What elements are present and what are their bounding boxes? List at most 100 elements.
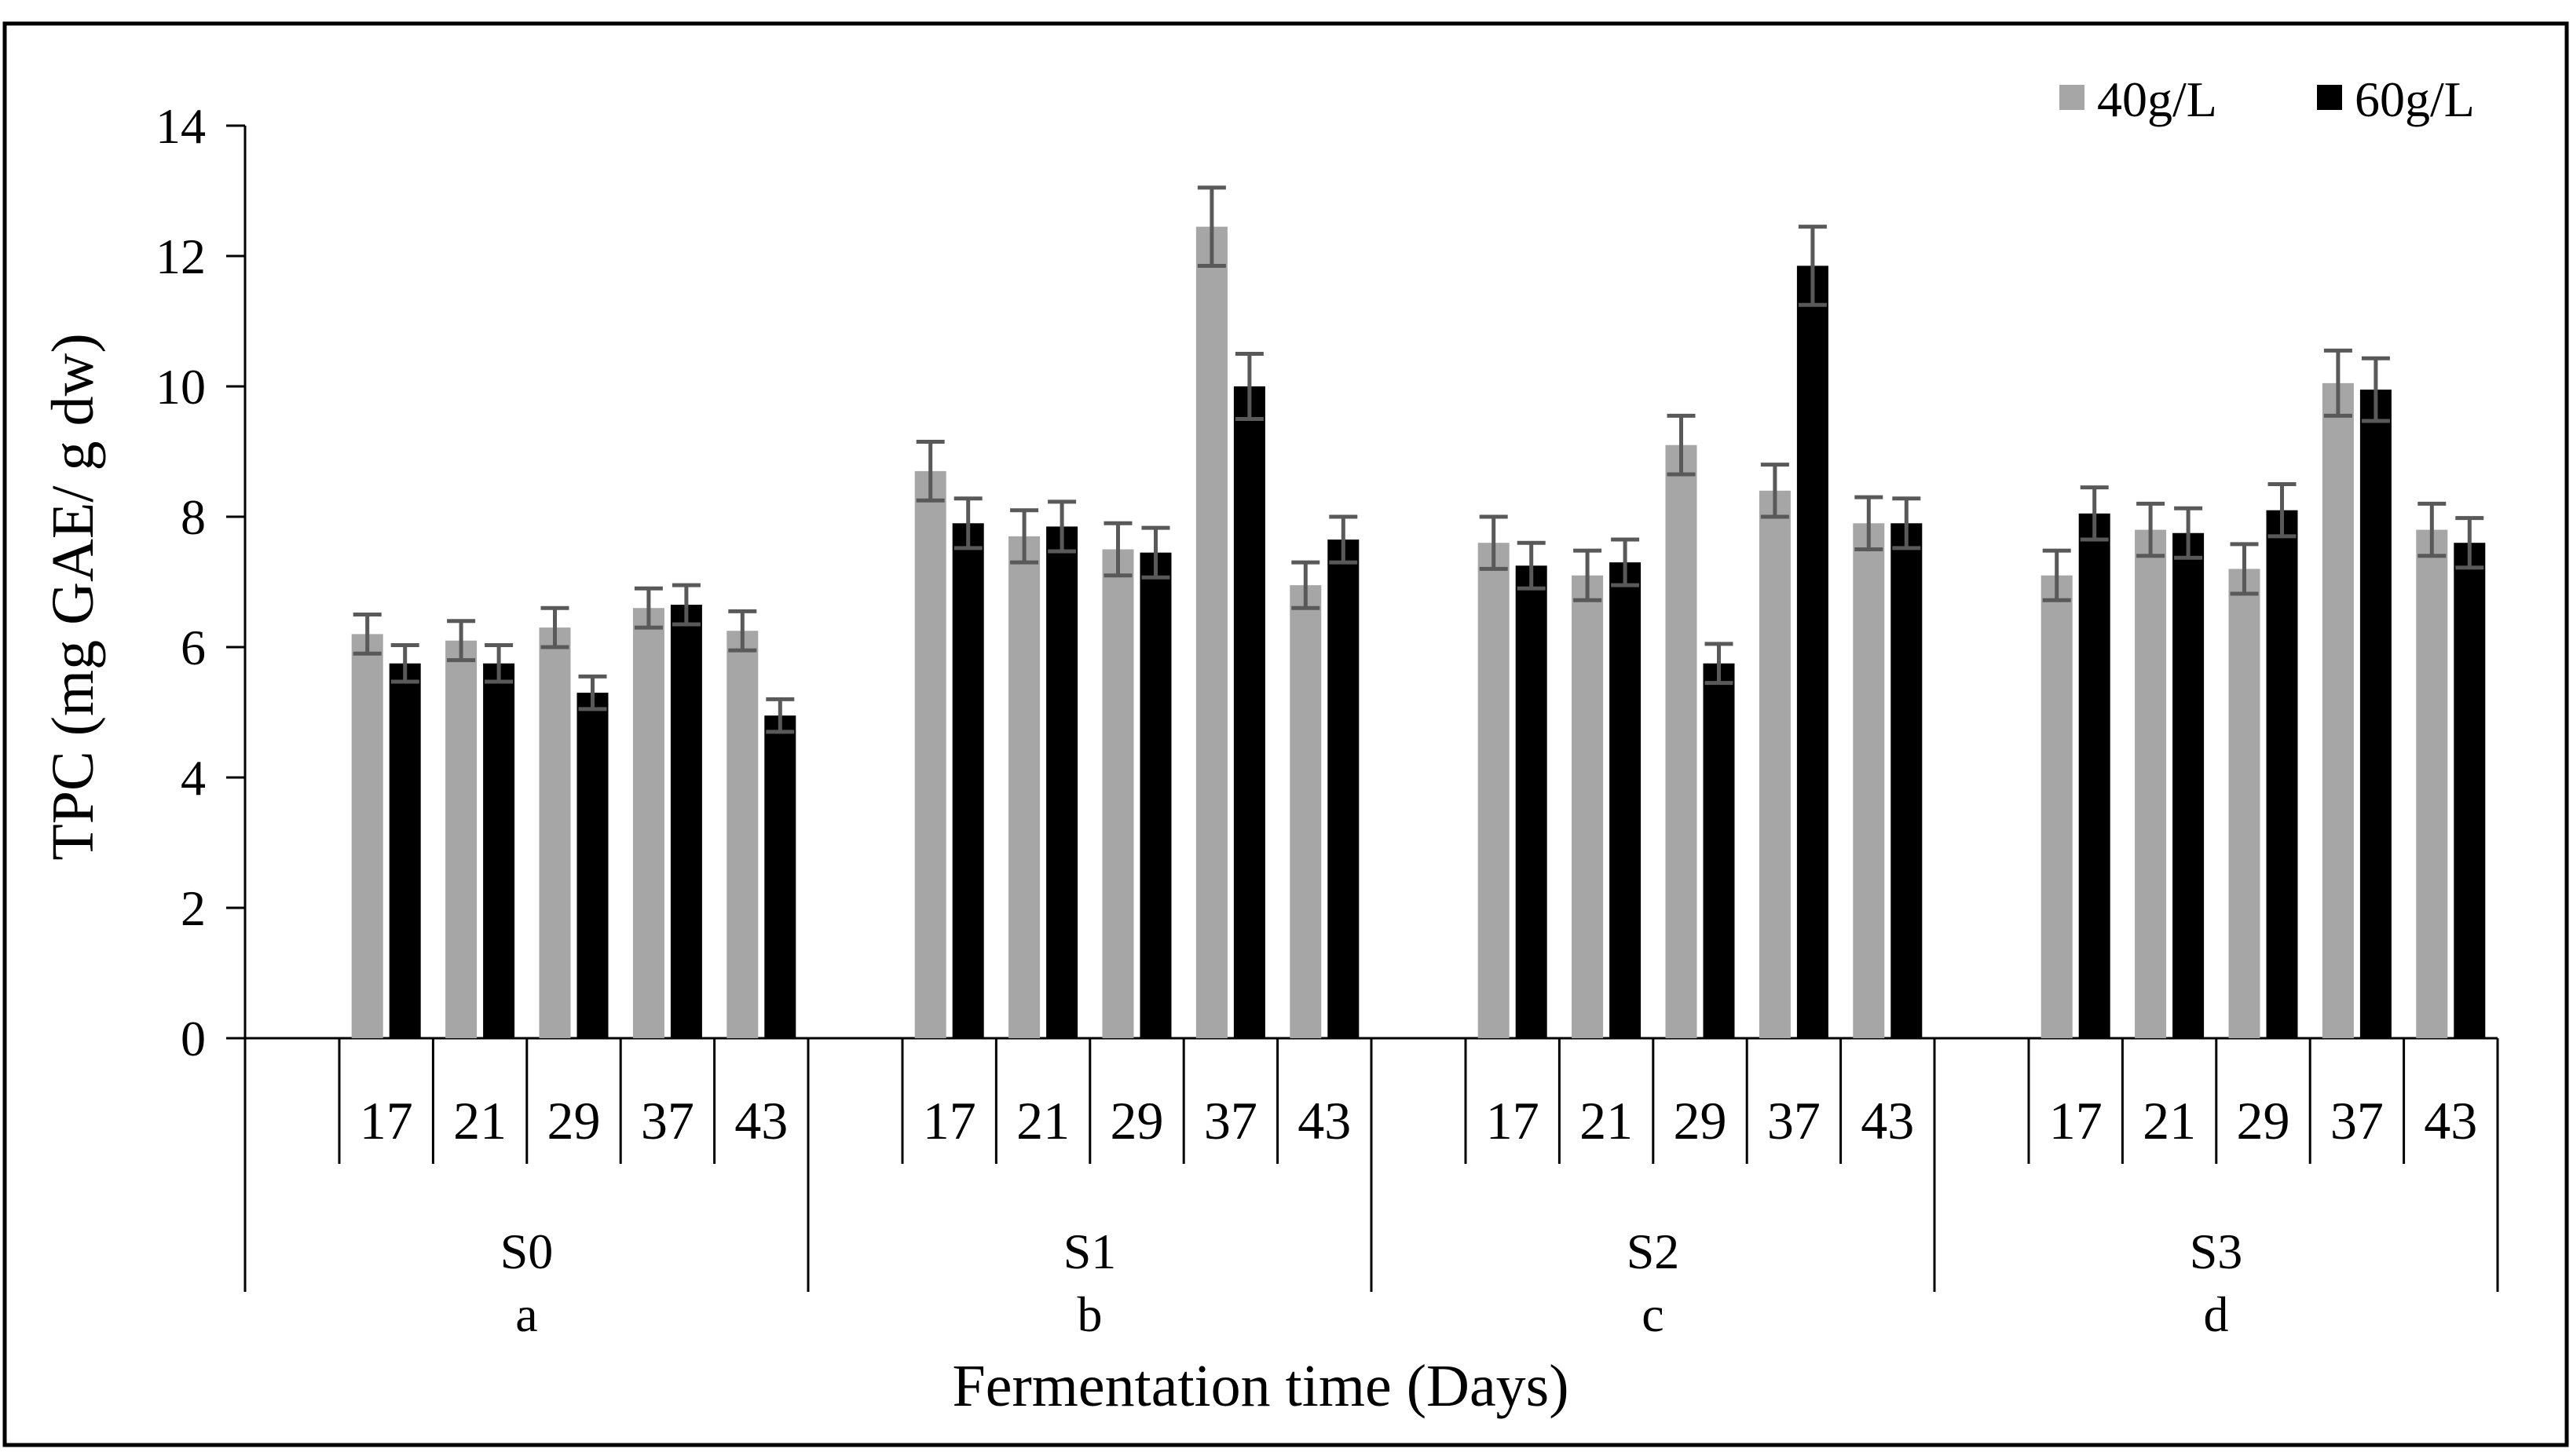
error-bar-60gl	[953, 496, 983, 551]
error-bar-60gl	[766, 697, 795, 734]
group-letter-label: b	[1078, 1286, 1103, 1342]
error-bar-60gl	[2080, 485, 2109, 542]
bar-60gl	[1046, 526, 1078, 1038]
error-bar-40gl	[1854, 495, 1883, 551]
bar-60gl	[1140, 552, 1172, 1038]
bar-60gl	[483, 663, 515, 1038]
bar-60gl	[670, 605, 702, 1038]
bar-60gl	[2359, 390, 2392, 1038]
day-tick-label: 21	[453, 1091, 507, 1151]
y-tick-label: 0	[181, 1011, 206, 1066]
legend-item-60gl: 60g/L	[2317, 71, 2475, 127]
error-bar-40gl	[1667, 413, 1696, 477]
group-label: S0	[500, 1224, 554, 1279]
error-bar-60gl	[1235, 352, 1264, 421]
bar-40gl	[1195, 226, 1228, 1038]
y-tick-label: 12	[156, 229, 206, 284]
bar-60gl	[2266, 510, 2298, 1038]
bar-60gl	[1327, 540, 1360, 1038]
error-bar-60gl	[2174, 506, 2203, 560]
bar-60gl	[2172, 532, 2205, 1038]
day-tick-label: 43	[1861, 1091, 1914, 1151]
day-tick-label: 21	[1016, 1091, 1070, 1151]
legend-label: 60g/L	[2355, 71, 2475, 127]
group-letter-label: a	[515, 1286, 537, 1342]
error-bar-60gl	[1048, 499, 1077, 554]
day-tick-label: 43	[2424, 1091, 2477, 1151]
error-bar-40gl	[2042, 548, 2071, 602]
error-bar-60gl	[1611, 537, 1640, 587]
bar-60gl	[1796, 265, 1828, 1038]
group-label: S1	[1063, 1224, 1117, 1279]
bar-40gl	[1477, 543, 1510, 1038]
y-tick-label: 4	[181, 750, 206, 806]
y-tick-label: 14	[156, 98, 206, 154]
error-bar-40gl	[728, 609, 757, 653]
bar-40gl	[1665, 444, 1697, 1038]
legend-label: 40g/L	[2097, 71, 2217, 127]
group-letter-label: d	[2204, 1286, 2229, 1342]
day-tick-label: 29	[1111, 1091, 1164, 1151]
group-label: S3	[2190, 1224, 2243, 1279]
day-tick-label: 17	[2049, 1091, 2103, 1151]
error-bar-40gl	[2230, 542, 2259, 596]
error-bar-40gl	[1573, 548, 1602, 602]
error-bar-60gl	[1329, 514, 1358, 565]
bar-40gl	[632, 608, 664, 1038]
error-bar-40gl	[447, 619, 476, 663]
bar-60gl	[1890, 523, 1923, 1038]
bar-60gl	[389, 663, 421, 1038]
error-bar-60gl	[1798, 225, 1827, 307]
y-axis-title: TPC (mg GAE/ g dw)	[40, 333, 106, 860]
day-tick-label: 29	[1674, 1091, 1727, 1151]
bar-40gl	[2416, 529, 2448, 1038]
day-tick-label: 37	[1767, 1091, 1821, 1151]
day-tick-label: 43	[734, 1091, 788, 1151]
day-tick-label: 17	[360, 1091, 413, 1151]
day-tick-label: 17	[923, 1091, 976, 1151]
error-bar-60gl	[485, 643, 514, 684]
bar-40gl	[2228, 569, 2260, 1038]
bar-60gl	[576, 693, 609, 1038]
error-bar-60gl	[2267, 482, 2297, 539]
y-tick-label: 8	[181, 489, 206, 545]
error-bar-40gl	[540, 605, 569, 649]
legend-swatch	[2059, 85, 2084, 110]
group-letter-label: c	[1642, 1286, 1663, 1342]
error-bar-40gl	[1197, 185, 1226, 268]
error-bar-60gl	[578, 674, 607, 712]
bar-40gl	[1853, 523, 1885, 1038]
error-bar-40gl	[1760, 463, 1789, 519]
bar-60gl	[2078, 513, 2110, 1038]
error-bar-40gl	[634, 586, 663, 630]
bar-60gl	[952, 523, 984, 1038]
bar-60gl	[2454, 543, 2486, 1038]
bar-60gl	[1515, 565, 1547, 1038]
bar-40gl	[539, 627, 571, 1038]
bar-40gl	[2135, 529, 2167, 1038]
bar-60gl	[1233, 386, 1265, 1038]
error-bar-60gl	[1892, 496, 1921, 551]
legend: 40g/L 60g/L	[2059, 71, 2475, 127]
x-axis-title: Fermentation time (Days)	[952, 1353, 1568, 1419]
bar-40gl	[351, 634, 383, 1038]
bar-40gl	[2322, 382, 2354, 1039]
day-tick-label: 43	[1297, 1091, 1351, 1151]
error-bar-60gl	[390, 643, 419, 684]
y-tick-label: 6	[181, 620, 206, 675]
error-bar-60gl	[1704, 642, 1733, 686]
bar-60gl	[1703, 663, 1735, 1038]
day-tick-label: 37	[1204, 1091, 1257, 1151]
bar-40gl	[914, 470, 946, 1038]
day-tick-label: 21	[1579, 1091, 1633, 1151]
bar-40gl	[1572, 575, 1604, 1038]
legend-swatch	[2317, 85, 2342, 110]
group-label: S2	[1627, 1224, 1680, 1279]
error-bar-60gl	[2455, 516, 2484, 570]
day-tick-label: 29	[547, 1091, 601, 1151]
bar-60gl	[764, 715, 796, 1038]
day-tick-label: 21	[2143, 1091, 2196, 1151]
y-tick-label: 10	[156, 359, 206, 415]
